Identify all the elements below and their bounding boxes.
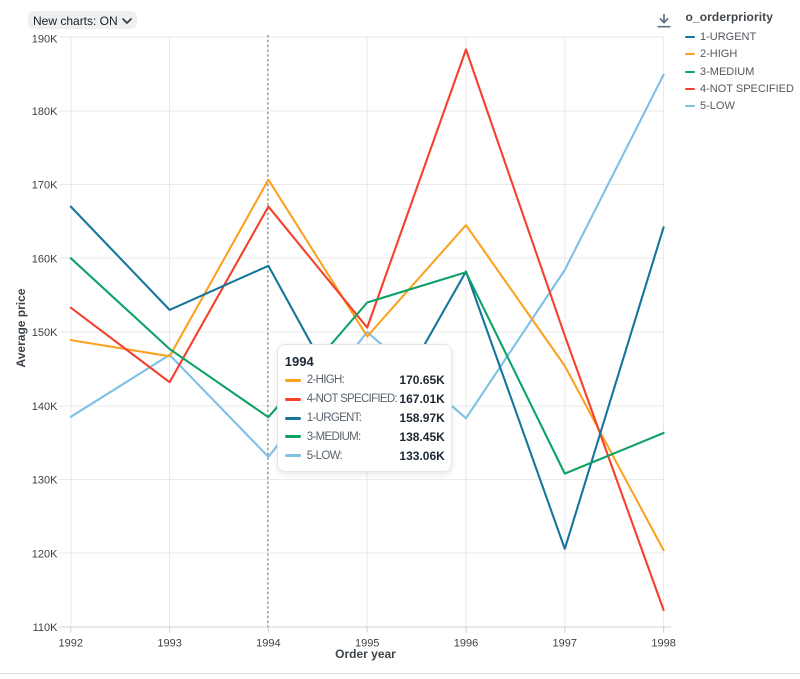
svg-text:1992: 1992 [59,638,83,650]
svg-text:Average price: Average price [14,288,28,367]
svg-text:110K: 110K [33,622,59,634]
svg-text:120K: 120K [32,548,58,560]
svg-text:1996: 1996 [454,638,478,650]
svg-text:140K: 140K [32,401,58,413]
svg-text:1998: 1998 [651,638,675,650]
svg-text:170K: 170K [32,180,58,192]
svg-text:190K: 190K [32,34,58,46]
svg-text:1993: 1993 [157,638,181,650]
svg-text:1995: 1995 [355,638,379,650]
svg-text:160K: 160K [32,253,58,265]
svg-text:180K: 180K [32,106,58,118]
svg-text:130K: 130K [32,475,58,487]
svg-text:150K: 150K [32,327,58,339]
svg-text:1997: 1997 [553,638,577,650]
svg-text:1994: 1994 [256,638,280,650]
svg-text:Order year: Order year [335,647,396,661]
